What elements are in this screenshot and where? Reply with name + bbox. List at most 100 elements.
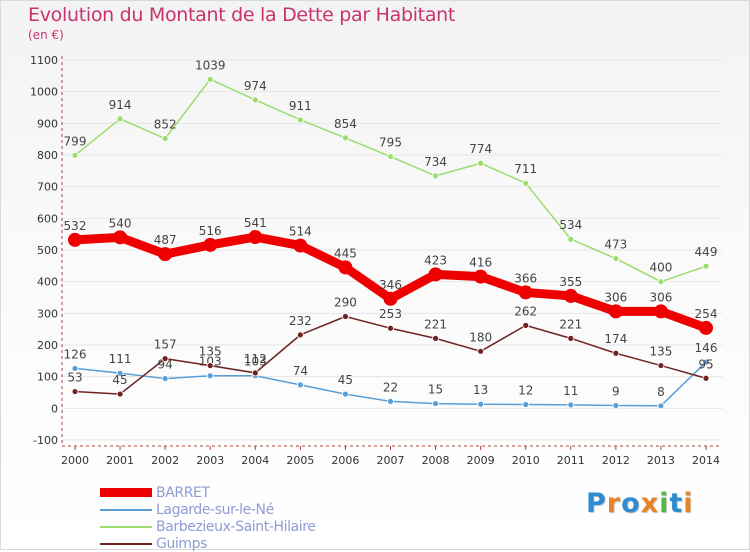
y-tick-label: 0 <box>51 402 58 415</box>
data-point <box>567 401 575 409</box>
legend-label: BARRET <box>156 484 210 501</box>
legend-item: Guimps <box>100 535 316 552</box>
data-label: 366 <box>514 271 537 285</box>
x-tick-label: 2003 <box>196 454 224 467</box>
x-tick-label: 2004 <box>241 454 269 467</box>
legend-item: BARRET <box>100 484 316 501</box>
data-label: 306 <box>604 290 627 304</box>
data-point <box>296 331 304 339</box>
data-label: 290 <box>334 296 357 310</box>
data-label: 74 <box>293 364 308 378</box>
legend-label: Lagarde-sur-le-Né <box>156 501 274 518</box>
data-label: 852 <box>154 118 177 132</box>
data-point <box>342 390 349 398</box>
data-label: 254 <box>695 307 718 321</box>
logo-letter: i <box>659 488 670 519</box>
data-label: 355 <box>559 275 582 289</box>
data-point <box>522 321 530 329</box>
data-label: 540 <box>109 216 132 230</box>
x-tick-label: 2009 <box>467 454 495 467</box>
data-point <box>203 237 218 252</box>
data-label: 22 <box>383 380 398 394</box>
data-label: 15 <box>428 383 443 397</box>
data-label: 346 <box>379 278 402 292</box>
data-point <box>206 362 214 369</box>
data-point <box>522 401 530 408</box>
data-label: 13 <box>473 383 488 397</box>
data-label: 53 <box>67 371 82 385</box>
x-tick-label: 2006 <box>331 454 359 467</box>
data-label: 11 <box>563 384 578 398</box>
data-point <box>71 365 79 372</box>
data-point <box>477 159 485 167</box>
data-label: 126 <box>64 347 87 361</box>
proxiti-logo: Proxiti <box>586 488 694 519</box>
data-point <box>387 397 394 405</box>
data-label: 534 <box>559 218 582 232</box>
data-label: 1039 <box>195 58 226 72</box>
logo-letter: o <box>621 488 641 519</box>
data-label: 514 <box>289 225 312 239</box>
x-tick-label: 2010 <box>512 454 540 467</box>
data-point <box>699 320 713 335</box>
data-label: 112 <box>244 352 267 366</box>
data-label: 111 <box>109 352 132 366</box>
data-label: 8 <box>657 385 665 399</box>
data-label: 974 <box>244 79 267 93</box>
y-tick-label: 800 <box>37 149 58 162</box>
data-label: 232 <box>289 314 312 328</box>
legend-swatch <box>100 525 152 528</box>
data-point <box>657 402 665 410</box>
x-tick-label: 2002 <box>151 454 179 467</box>
data-label: 157 <box>154 338 177 352</box>
logo-letter: i <box>683 488 694 519</box>
data-label: 221 <box>559 317 582 331</box>
data-point <box>432 172 439 180</box>
x-tick-label: 2013 <box>647 454 675 467</box>
data-label: 45 <box>112 373 127 387</box>
data-label: 135 <box>199 345 222 359</box>
data-label: 146 <box>695 341 718 355</box>
logo-letter: x <box>640 488 660 519</box>
data-point <box>432 334 439 342</box>
legend-swatch <box>100 542 152 545</box>
data-label: 416 <box>469 256 492 270</box>
data-point <box>653 304 668 319</box>
data-point <box>161 375 169 382</box>
data-point <box>206 75 214 83</box>
data-point <box>383 291 398 306</box>
legend-swatch <box>100 488 152 497</box>
data-label: 449 <box>695 245 718 259</box>
data-label: 911 <box>289 99 312 113</box>
data-point <box>567 235 575 243</box>
data-label: 253 <box>379 307 402 321</box>
data-point <box>158 247 173 262</box>
data-label: 306 <box>649 290 672 304</box>
data-point <box>522 179 530 187</box>
data-label: 423 <box>424 253 447 267</box>
data-point <box>206 372 214 380</box>
data-point <box>477 400 485 408</box>
data-point <box>296 381 304 389</box>
data-point <box>161 355 169 363</box>
y-tick-label: 100 <box>37 371 58 384</box>
y-tick-label: 300 <box>37 307 58 320</box>
data-label: 532 <box>64 219 87 233</box>
data-label: 914 <box>109 98 132 112</box>
logo-letter: r <box>606 488 622 519</box>
x-tick-label: 2007 <box>377 454 405 467</box>
legend-item: Barbezieux-Saint-Hilaire <box>100 518 316 535</box>
data-point <box>338 260 353 275</box>
y-tick-label: 200 <box>37 339 58 352</box>
y-tick-label: 900 <box>37 117 58 130</box>
data-point <box>477 347 485 355</box>
chart-title: Evolution du Montant de la Dette par Hab… <box>28 4 456 26</box>
x-tick-label: 2014 <box>692 454 720 467</box>
data-point <box>387 153 394 160</box>
data-point <box>518 285 533 300</box>
data-point <box>342 134 349 142</box>
x-tick-label: 2008 <box>422 454 450 467</box>
legend-item: Lagarde-sur-le-Né <box>100 501 316 518</box>
data-point <box>473 269 488 284</box>
